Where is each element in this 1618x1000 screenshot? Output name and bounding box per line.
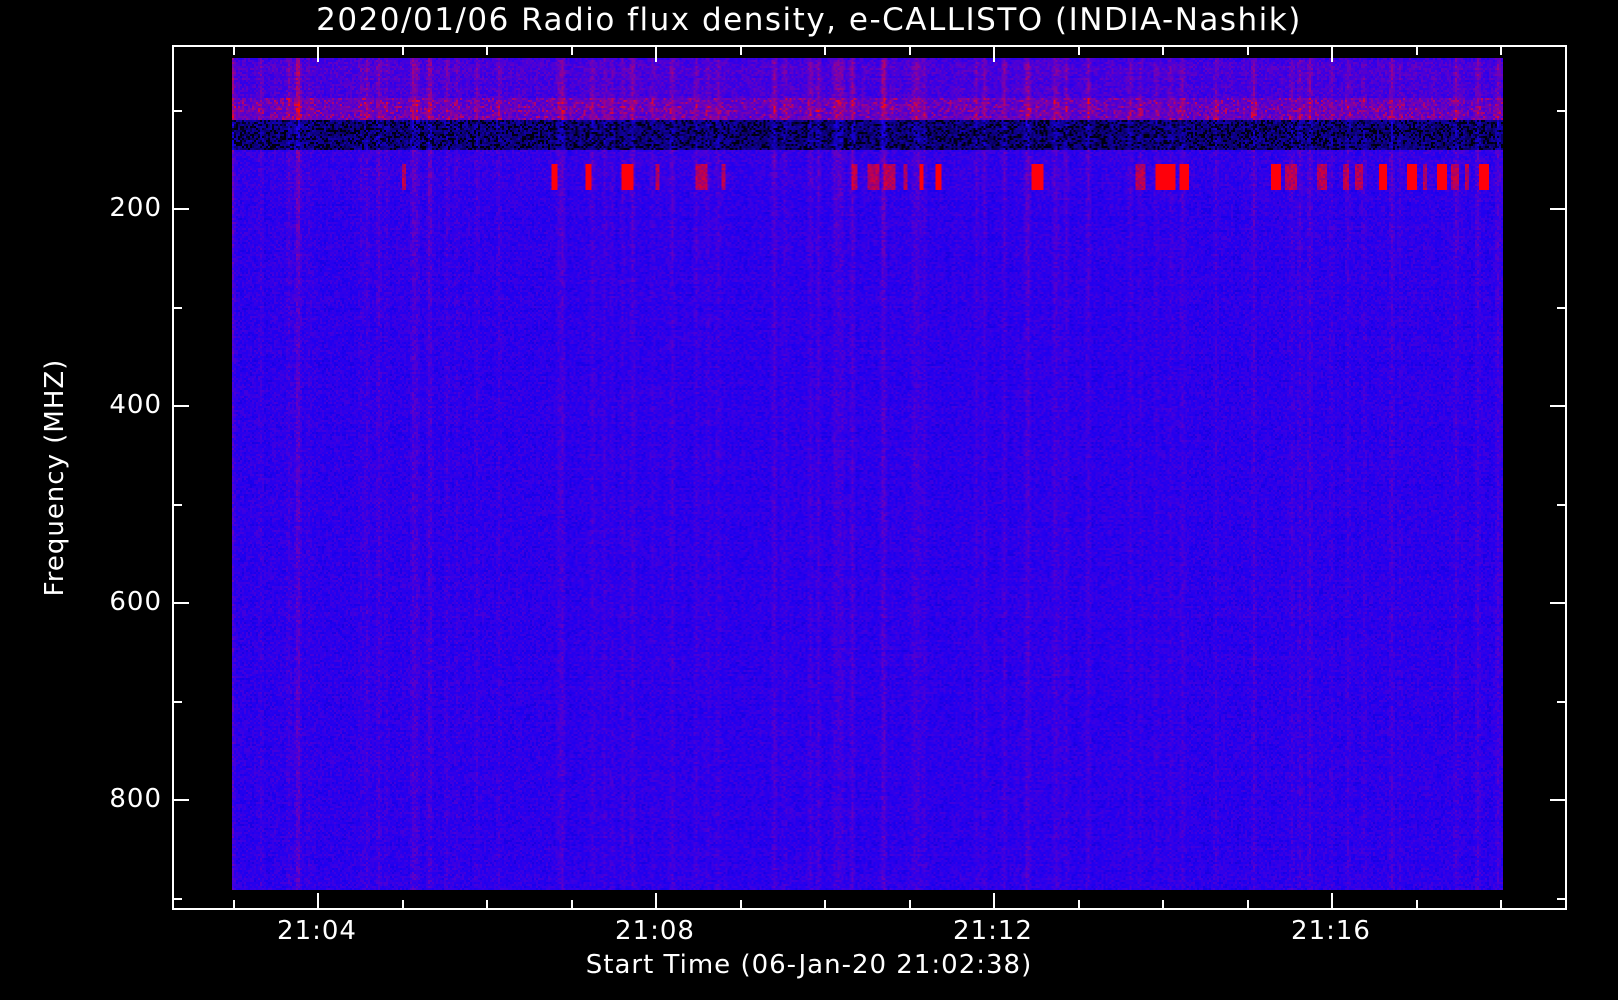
y-tick-label: 600 [109, 587, 162, 617]
y-tick-left [173, 700, 182, 703]
y-tick-right [1557, 109, 1566, 112]
y-tick-right [1550, 602, 1566, 604]
y-tick-right [1550, 405, 1566, 407]
spectrogram-canvas [232, 58, 1503, 890]
y-tick-left [173, 109, 182, 112]
x-tick-bottom [1162, 900, 1164, 909]
x-tick-top [317, 46, 319, 62]
y-tick-left [173, 306, 182, 309]
x-tick-bottom [908, 900, 911, 909]
x-tick-top [232, 46, 235, 55]
x-axis-title: Start Time (06-Jan-20 21:02:38) [585, 950, 1033, 980]
x-tick-bottom [1077, 900, 1080, 909]
x-tick-top [655, 46, 657, 62]
x-tick-bottom [401, 900, 404, 909]
x-tick-top [486, 46, 488, 55]
x-tick-label: 21:12 [953, 916, 1033, 946]
y-tick-left [173, 503, 182, 506]
x-tick-top [1500, 46, 1502, 55]
y-tick-right [1550, 799, 1566, 801]
x-tick-label: 21:08 [615, 916, 695, 946]
x-tick-top [824, 46, 826, 55]
x-tick-label: 21:16 [1291, 916, 1371, 946]
y-axis-title: Frequency (MHZ) [40, 358, 70, 597]
x-tick-top [993, 46, 995, 62]
x-tick-top [1077, 46, 1080, 55]
x-tick-bottom [1415, 900, 1418, 909]
y-tick-label: 400 [109, 390, 162, 420]
y-tick-right [1557, 306, 1566, 309]
x-tick-bottom [739, 900, 742, 909]
y-tick-right [1557, 700, 1566, 703]
x-tick-label: 21:04 [277, 916, 357, 946]
x-tick-bottom [1500, 900, 1502, 909]
x-tick-bottom [232, 900, 235, 909]
x-tick-top [739, 46, 742, 55]
x-tick-bottom [1331, 893, 1333, 909]
y-tick-left [173, 405, 189, 407]
x-tick-top [1162, 46, 1164, 55]
x-tick-top [1331, 46, 1333, 62]
spectrogram-image [232, 58, 1503, 890]
x-tick-top [908, 46, 911, 55]
y-tick-left [173, 602, 189, 604]
x-tick-bottom [824, 900, 826, 909]
x-tick-bottom [655, 893, 657, 909]
y-tick-left [173, 799, 189, 801]
y-tick-right [1550, 208, 1566, 210]
x-tick-top [1246, 46, 1249, 55]
x-tick-top [570, 46, 573, 55]
y-tick-right [1557, 503, 1566, 506]
x-tick-top [1415, 46, 1418, 55]
y-tick-left [173, 897, 182, 900]
x-tick-bottom [1246, 900, 1249, 909]
y-tick-label: 800 [109, 784, 162, 814]
y-tick-left [173, 208, 189, 210]
x-tick-top [401, 46, 404, 55]
x-tick-bottom [486, 900, 488, 909]
y-tick-label: 200 [109, 193, 162, 223]
page-title: 2020/01/06 Radio flux density, e-CALLIST… [316, 2, 1302, 38]
y-tick-right [1557, 897, 1566, 900]
x-tick-bottom [570, 900, 573, 909]
x-tick-bottom [993, 893, 995, 909]
x-tick-bottom [317, 893, 319, 909]
